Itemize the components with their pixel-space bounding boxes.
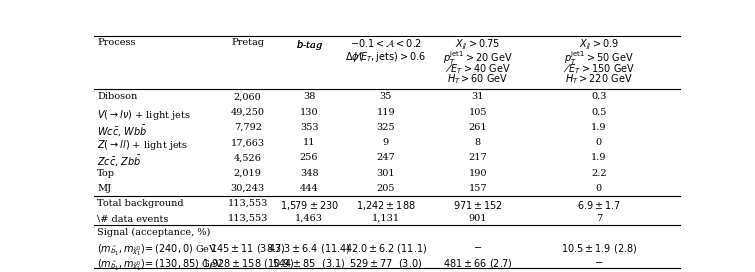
Text: 130: 130 <box>300 108 319 117</box>
Text: 105: 105 <box>468 108 487 117</box>
Text: $p_T^{\mathrm{jet1}} > 20\ \mathrm{GeV}$: $p_T^{\mathrm{jet1}} > 20\ \mathrm{GeV}$ <box>442 50 513 67</box>
Text: $1{,}579 \pm 230$: $1{,}579 \pm 230$ <box>279 199 339 212</box>
Text: 7,792: 7,792 <box>234 123 262 132</box>
Text: $(m_{\tilde{b}_1}, m_{\tilde{\chi}_1^0})\!=(130,85)$ GeV: $(m_{\tilde{b}_1}, m_{\tilde{\chi}_1^0})… <box>97 257 224 272</box>
Text: Signal (acceptance, %): Signal (acceptance, %) <box>97 228 211 237</box>
Text: 261: 261 <box>468 123 487 132</box>
Text: 190: 190 <box>468 169 487 178</box>
Text: Pretag: Pretag <box>231 38 264 47</box>
Text: 2,060: 2,060 <box>234 92 261 101</box>
Text: 1.9: 1.9 <box>591 123 606 132</box>
Text: 9: 9 <box>383 138 389 147</box>
Text: $481 \pm 66\ (2.7)$: $481 \pm 66\ (2.7)$ <box>443 257 513 270</box>
Text: $V(\to l\nu)$ + light jets: $V(\to l\nu)$ + light jets <box>97 108 191 122</box>
Text: 113,553: 113,553 <box>227 199 268 208</box>
Text: 1,463: 1,463 <box>295 214 323 223</box>
Text: 38: 38 <box>303 92 316 101</box>
Text: $X_{jj} > 0.75$: $X_{jj} > 0.75$ <box>455 38 501 52</box>
Text: $42.0 \pm 6.2\ (11.1)$: $42.0 \pm 6.2\ (11.1)$ <box>344 242 427 255</box>
Text: 1,131: 1,131 <box>371 214 400 223</box>
Text: $6.9 \pm 1.7$: $6.9 \pm 1.7$ <box>577 199 621 211</box>
Text: $b$-tag: $b$-tag <box>296 38 322 52</box>
Text: \# data events: \# data events <box>97 214 168 223</box>
Text: $p_T^{\mathrm{jet1}} > 50\ \mathrm{GeV}$: $p_T^{\mathrm{jet1}} > 50\ \mathrm{GeV}$ <box>564 50 633 67</box>
Text: 49,250: 49,250 <box>231 108 265 117</box>
Text: $544 \pm 85\ \ (3.1)$: $544 \pm 85\ \ (3.1)$ <box>273 257 346 270</box>
Text: MJ: MJ <box>97 184 112 193</box>
Text: $-$: $-$ <box>594 257 603 266</box>
Text: 205: 205 <box>377 184 395 193</box>
Text: $Z(\to ll)$ + light jets: $Z(\to ll)$ + light jets <box>97 138 189 152</box>
Text: 30,243: 30,243 <box>230 184 265 193</box>
Text: 325: 325 <box>377 123 395 132</box>
Text: $H_T > 220\ \mathrm{GeV}$: $H_T > 220\ \mathrm{GeV}$ <box>565 72 633 86</box>
Text: 7: 7 <box>596 214 602 223</box>
Text: $X_{jj} > 0.9$: $X_{jj} > 0.9$ <box>579 38 619 52</box>
Text: $1{,}928 \pm 158\ (10.9)$: $1{,}928 \pm 158\ (10.9)$ <box>202 257 294 270</box>
Text: 2,019: 2,019 <box>234 169 262 178</box>
Text: 301: 301 <box>377 169 395 178</box>
Text: 157: 157 <box>468 184 487 193</box>
Text: 0: 0 <box>596 138 602 147</box>
Text: 8: 8 <box>475 138 481 147</box>
Text: $43.3 \pm 6.4\ (11.4)$: $43.3 \pm 6.4\ (11.4)$ <box>268 242 350 255</box>
Text: 17,663: 17,663 <box>230 138 265 147</box>
Text: $-0.1 < \mathcal{A} < 0.2$: $-0.1 < \mathcal{A} < 0.2$ <box>350 38 422 49</box>
Text: $145 \pm 11\ (38.7)$: $145 \pm 11\ (38.7)$ <box>210 242 285 255</box>
Text: $971 \pm 152$: $971 \pm 152$ <box>452 199 503 211</box>
Text: 901: 901 <box>468 214 487 223</box>
Text: 353: 353 <box>300 123 319 132</box>
Text: 0.3: 0.3 <box>591 92 606 101</box>
Text: 0: 0 <box>596 184 602 193</box>
Text: 217: 217 <box>468 153 487 162</box>
Text: 35: 35 <box>380 92 392 101</box>
Text: 348: 348 <box>300 169 319 178</box>
Text: $10.5 \pm 1.9\ (2.8)$: $10.5 \pm 1.9\ (2.8)$ <box>560 242 637 255</box>
Text: 256: 256 <box>300 153 319 162</box>
Text: $\Delta\phi(\not\!E_T,\mathrm{jets}) > 0.6$: $\Delta\phi(\not\!E_T,\mathrm{jets}) > 0… <box>345 50 427 64</box>
Text: $Wc\bar{c}$, $Wb\bar{b}$: $Wc\bar{c}$, $Wb\bar{b}$ <box>97 123 147 138</box>
Text: $529 \pm 77\ \ (3.0)$: $529 \pm 77\ \ (3.0)$ <box>349 257 422 270</box>
Text: $H_T > 60\ \mathrm{GeV}$: $H_T > 60\ \mathrm{GeV}$ <box>447 72 508 86</box>
Text: Process: Process <box>97 38 136 47</box>
Text: 2.2: 2.2 <box>591 169 606 178</box>
Text: 1.9: 1.9 <box>591 153 606 162</box>
Text: 0.5: 0.5 <box>591 108 606 117</box>
Text: $\not\!E_T > 40\ \mathrm{GeV}$: $\not\!E_T > 40\ \mathrm{GeV}$ <box>445 61 510 76</box>
Text: $\not\!E_T > 150\ \mathrm{GeV}$: $\not\!E_T > 150\ \mathrm{GeV}$ <box>562 61 635 76</box>
Text: $Zc\bar{c}$, $Zb\bar{b}$: $Zc\bar{c}$, $Zb\bar{b}$ <box>97 153 142 168</box>
Text: 444: 444 <box>300 184 319 193</box>
Text: $b$-tag: $b$-tag <box>296 38 322 52</box>
Text: Diboson: Diboson <box>97 92 137 101</box>
Text: Total background: Total background <box>97 199 184 208</box>
Text: $-$: $-$ <box>473 242 482 251</box>
Text: 113,553: 113,553 <box>227 214 268 223</box>
Text: Top: Top <box>97 169 116 178</box>
Text: 247: 247 <box>377 153 395 162</box>
Text: 11: 11 <box>303 138 316 147</box>
Text: 31: 31 <box>471 92 484 101</box>
Text: $1{,}242 \pm 188$: $1{,}242 \pm 188$ <box>356 199 416 212</box>
Text: 4,526: 4,526 <box>234 153 262 162</box>
Text: 119: 119 <box>377 108 395 117</box>
Text: $(m_{\tilde{b}_1}, m_{\tilde{\chi}_1^0})\!=(240,0)$ GeV: $(m_{\tilde{b}_1}, m_{\tilde{\chi}_1^0})… <box>97 242 218 258</box>
